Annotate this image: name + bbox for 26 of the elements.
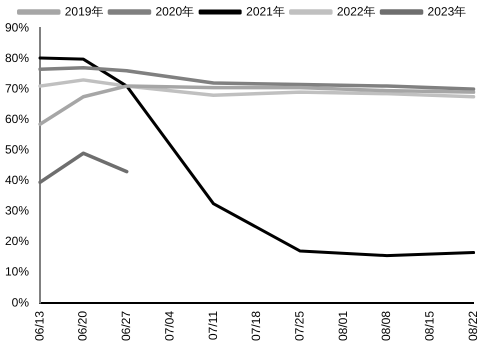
y-tick-label: 40% [4,173,30,188]
legend-label: 2023年 [428,4,466,18]
x-tick-label: 07/25 [292,310,306,341]
x-tick-label: 06/27 [119,310,134,341]
x-tick-label: 07/18 [249,310,264,341]
x-tick-label: 08/22 [466,310,480,341]
y-tick-label: 90% [4,20,30,34]
x-tick-label: 06/13 [32,310,46,341]
y-tick-label: 70% [4,81,30,96]
y-tick-label: 50% [4,142,30,157]
legend-label: 2019年 [64,4,104,18]
x-tick-label: 06/20 [76,310,90,341]
y-tick-label: 20% [4,234,30,248]
y-tick-label: 80% [4,50,30,65]
y-tick-label: 10% [4,264,30,279]
y-tick-label: 0% [12,295,30,310]
x-tick-label: 08/08 [379,310,394,341]
x-tick-label: 08/15 [422,310,437,341]
legend-label: 2021年 [246,4,285,18]
x-tick-label: 08/01 [336,310,350,341]
legend-label: 2022年 [336,4,376,18]
y-tick-label: 30% [4,204,30,218]
x-tick-label: 07/04 [162,310,176,341]
legend-label: 2020年 [155,4,194,18]
x-tick-label: 07/11 [206,310,220,340]
y-tick-label: 60% [4,112,30,126]
